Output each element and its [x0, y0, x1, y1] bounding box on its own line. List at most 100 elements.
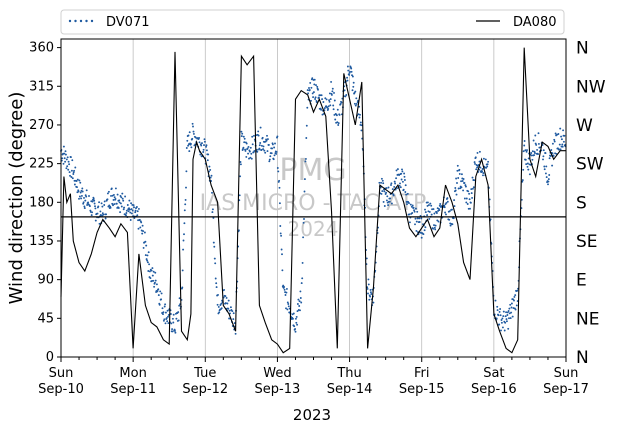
legend-box [60, 9, 565, 35]
dv071-point [192, 130, 195, 133]
dv071-point [103, 200, 106, 203]
dv071-point [507, 327, 510, 330]
y-tick-label: 0 [46, 350, 54, 365]
dv071-point [76, 186, 78, 189]
dv071-point [448, 210, 451, 213]
dv071-point [198, 141, 201, 144]
dv071-point [405, 193, 408, 196]
compass-label: N [576, 348, 589, 368]
dv071-point [536, 148, 539, 151]
dv071-point [337, 122, 340, 125]
dv071-point [315, 84, 317, 87]
dv071-point [502, 310, 505, 313]
dv071-point [106, 192, 109, 195]
dv071-point [463, 197, 466, 200]
dv071-point [130, 212, 133, 215]
dv071-point [181, 286, 184, 289]
dv071-point [390, 182, 393, 185]
dv071-point [460, 173, 463, 176]
dv071-point [94, 205, 96, 208]
dv071-point [211, 191, 213, 194]
dv071-point [537, 142, 540, 145]
dv071-point [508, 307, 511, 310]
dv071-point [330, 80, 333, 83]
dv071-point [209, 176, 212, 179]
dv071-point [330, 93, 333, 96]
dv071-point [485, 166, 488, 169]
dv071-point [401, 168, 403, 171]
dv071-point [351, 89, 354, 92]
dv071-point [99, 210, 102, 213]
dv071-point [281, 253, 283, 256]
dv071-point [83, 205, 86, 208]
dv071-point [465, 201, 468, 204]
dv071-point [64, 153, 67, 156]
dv071-point [293, 325, 296, 328]
dv071-point [385, 187, 388, 190]
dv071-point [202, 151, 205, 153]
dv071-point [61, 157, 64, 160]
dv071-point [454, 189, 457, 192]
dv071-point [279, 232, 282, 235]
dv071-point [359, 121, 362, 124]
dv071-point [139, 226, 142, 229]
dv071-point [246, 147, 249, 150]
dv071-point [242, 146, 245, 149]
dv071-point [118, 201, 121, 204]
dv071-point [411, 212, 414, 214]
dv071-point [216, 303, 219, 306]
dv071-point [309, 81, 312, 84]
dv071-point [273, 146, 276, 149]
dv071-point [285, 287, 288, 290]
legend-dot [68, 19, 72, 23]
x-axis: SunSep-10MonSep-11TueSep-12WedSep-13ThuS… [38, 357, 589, 397]
legend-dot [85, 19, 88, 23]
x-tick-label-date: Sep-14 [327, 382, 373, 397]
dv071-point [292, 312, 295, 315]
dv071-point [66, 156, 69, 159]
dv071-point [98, 201, 101, 204]
legend-dot [90, 19, 94, 23]
dv071-point [547, 183, 549, 186]
dv071-point [464, 184, 467, 187]
dv071-point [121, 192, 124, 195]
dv071-point [333, 91, 335, 94]
dv071-point [296, 303, 299, 305]
dv071-point [446, 197, 449, 200]
dv071-point [511, 315, 514, 318]
dv071-point [471, 196, 474, 199]
dv071-point [227, 307, 230, 310]
dv071-point [408, 202, 410, 205]
dv071-point [525, 150, 528, 153]
dv071-point [329, 98, 332, 101]
x-tick-label-day: Mon [119, 366, 146, 381]
dv071-point [391, 188, 394, 191]
dv071-point [553, 140, 556, 143]
dv071-point [125, 214, 127, 217]
dv071-point [349, 70, 351, 73]
dv071-point [551, 142, 554, 145]
dv071-point [406, 192, 409, 195]
dv071-point [215, 282, 218, 285]
dv071-point [211, 211, 214, 214]
dv071-point [85, 189, 88, 192]
y-tick-label: 315 [29, 79, 54, 94]
dv071-point [438, 204, 441, 207]
dv071-point [502, 315, 505, 318]
dv071-point [466, 203, 469, 205]
dv071-point [453, 199, 456, 202]
dv071-point [217, 305, 220, 308]
dv071-point [72, 173, 75, 175]
dv071-point [191, 137, 194, 140]
dv071-point [170, 322, 173, 325]
dv071-point [128, 207, 130, 210]
dv071-point [527, 168, 530, 171]
dv071-point [504, 321, 507, 324]
dv071-point [166, 309, 169, 312]
dv071-point [122, 199, 125, 202]
dv071-point [190, 142, 192, 145]
dv071-point [152, 270, 155, 273]
dv071-point [471, 176, 474, 179]
dv071-point [486, 163, 489, 166]
dv071-point [352, 81, 355, 84]
